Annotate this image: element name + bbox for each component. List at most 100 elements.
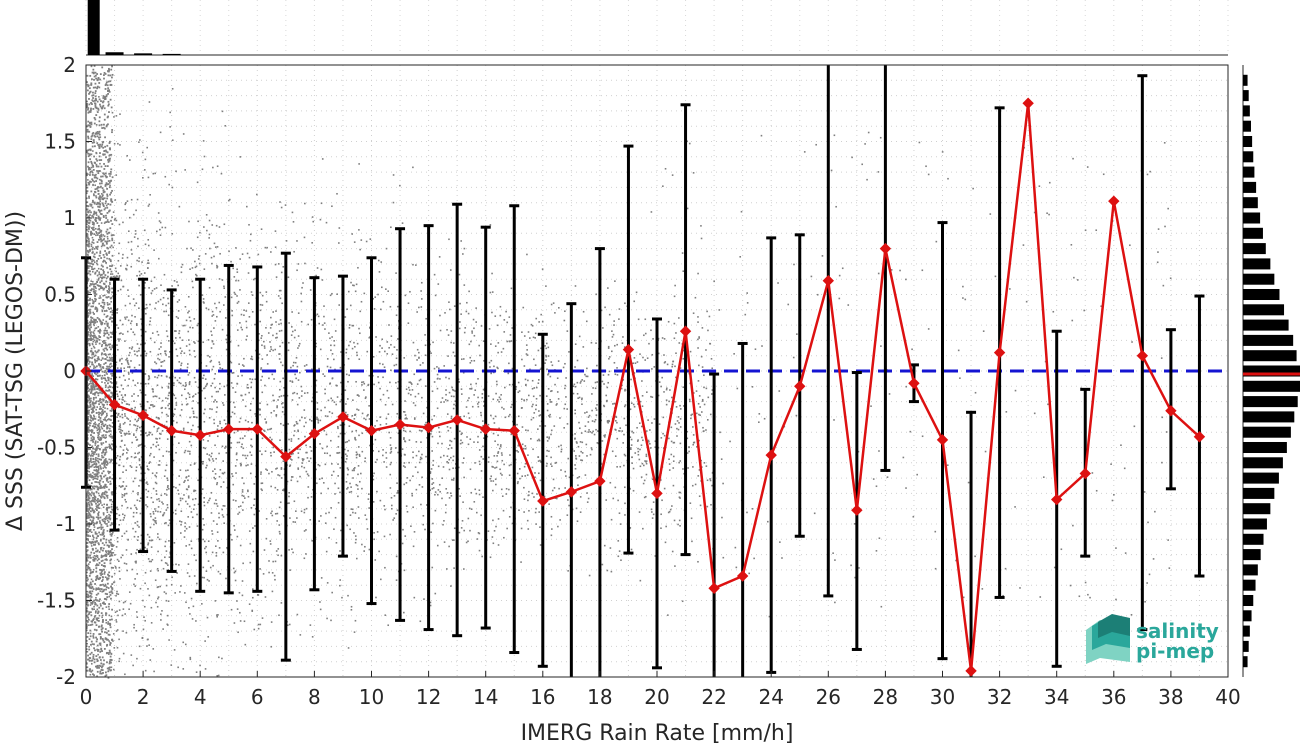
- scatter-point: [265, 468, 267, 471]
- scatter-point: [546, 403, 549, 405]
- scatter-point: [689, 400, 691, 403]
- scatter-point: [550, 515, 553, 518]
- scatter-point: [590, 341, 593, 344]
- scatter-point: [196, 513, 198, 516]
- scatter-point: [532, 395, 535, 398]
- scatter-point: [364, 514, 367, 516]
- scatter-point: [537, 379, 540, 381]
- scatter-point: [389, 487, 392, 489]
- scatter-point: [630, 438, 633, 441]
- scatter-point: [160, 494, 163, 497]
- scatter-point: [702, 426, 704, 429]
- scatter-point: [136, 438, 139, 441]
- scatter-point: [264, 246, 267, 249]
- scatter-point: [668, 463, 671, 465]
- scatter-point: [379, 416, 382, 418]
- scatter-point: [131, 346, 134, 348]
- scatter-point: [165, 550, 168, 552]
- scatter-point: [205, 365, 208, 367]
- scatter-point: [173, 436, 176, 438]
- scatter-point: [566, 423, 569, 425]
- scatter-point: [132, 379, 134, 382]
- scatter-point: [332, 470, 335, 473]
- scatter-point: [86, 650, 89, 653]
- scatter-point: [477, 532, 480, 534]
- scatter-point: [603, 383, 605, 385]
- scatter-point: [298, 397, 301, 399]
- scatter-point: [487, 423, 490, 426]
- scatter-point: [530, 418, 533, 421]
- scatter-point: [618, 430, 620, 432]
- scatter-point: [265, 518, 268, 520]
- scatter-point: [524, 475, 527, 477]
- scatter-point: [104, 583, 107, 586]
- scatter-point: [164, 492, 166, 495]
- scatter-point: [87, 379, 89, 381]
- scatter-point: [290, 479, 293, 482]
- scatter-point: [88, 584, 91, 587]
- scatter-point: [186, 247, 188, 250]
- scatter-point: [209, 497, 211, 500]
- scatter-point: [99, 590, 102, 592]
- scatter-point: [273, 451, 275, 453]
- scatter-point: [93, 248, 96, 250]
- scatter-point: [172, 415, 175, 418]
- scatter-point: [535, 408, 537, 411]
- scatter-point: [88, 395, 90, 398]
- scatter-point: [541, 320, 544, 323]
- scatter-point: [124, 434, 126, 436]
- scatter-point: [356, 453, 359, 456]
- scatter-point: [351, 347, 354, 350]
- scatter-point: [318, 367, 320, 370]
- scatter-point: [99, 250, 102, 253]
- scatter-point: [111, 500, 114, 503]
- scatter-point: [582, 346, 585, 348]
- scatter-point: [506, 321, 509, 324]
- scatter-point: [175, 337, 177, 339]
- scatter-point: [178, 475, 180, 477]
- scatter-point: [87, 528, 89, 531]
- scatter-point: [250, 506, 253, 509]
- scatter-point: [131, 441, 133, 444]
- scatter-point: [258, 353, 261, 356]
- scatter-point: [88, 465, 90, 468]
- scatter-point: [367, 383, 370, 386]
- scatter-point: [109, 184, 111, 187]
- scatter-point: [149, 193, 151, 196]
- scatter-point: [232, 499, 235, 501]
- scatter-point: [531, 466, 534, 469]
- scatter-point: [492, 398, 495, 401]
- scatter-point: [113, 241, 115, 244]
- scatter-point: [172, 459, 175, 462]
- scatter-point: [134, 522, 137, 524]
- scatter-point: [266, 246, 268, 249]
- scatter-point: [212, 365, 215, 368]
- scatter-point: [125, 403, 128, 405]
- scatter-point: [446, 399, 449, 402]
- scatter-point: [91, 270, 94, 273]
- scatter-point: [222, 404, 225, 406]
- scatter-point: [101, 454, 103, 457]
- scatter-point: [480, 325, 483, 327]
- scatter-point: [185, 500, 187, 503]
- scatter-point: [448, 468, 451, 471]
- scatter-point: [298, 345, 300, 347]
- scatter-point: [116, 558, 119, 561]
- scatter-point: [539, 368, 542, 371]
- scatter-point: [87, 332, 89, 334]
- scatter-point: [616, 343, 618, 346]
- scatter-point: [163, 512, 166, 514]
- scatter-point: [493, 365, 495, 368]
- scatter-point: [463, 457, 465, 460]
- scatter-point: [346, 455, 348, 457]
- scatter-point: [299, 634, 302, 636]
- scatter-point: [89, 356, 92, 359]
- scatter-point: [133, 535, 136, 538]
- scatter-point: [95, 427, 98, 429]
- scatter-point: [138, 284, 140, 287]
- scatter-point: [473, 441, 475, 443]
- scatter-point: [272, 334, 274, 337]
- scatter-point: [128, 378, 130, 380]
- scatter-point: [98, 507, 101, 509]
- scatter-point: [120, 384, 123, 387]
